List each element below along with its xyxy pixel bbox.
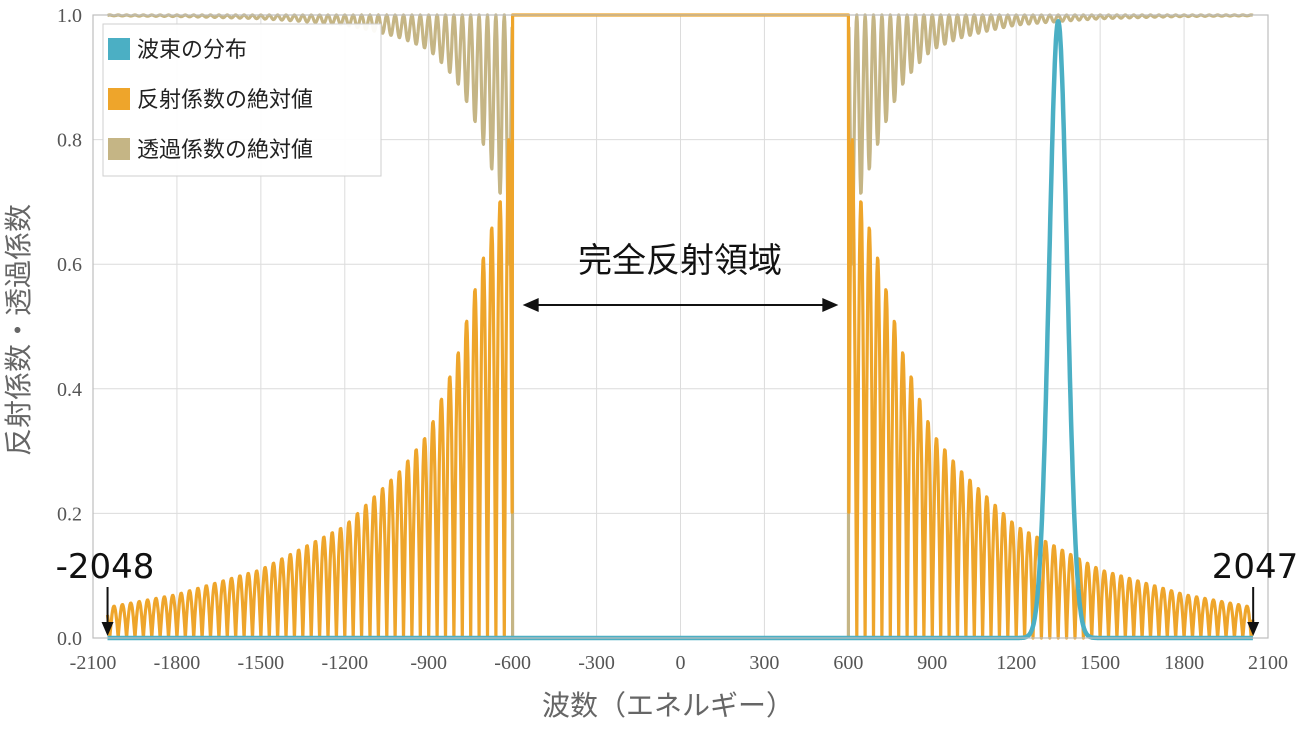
y-axis-title: 反射係数・透過係数 — [2, 204, 35, 456]
x-tick-label: -300 — [578, 652, 615, 674]
annotation-right-arrowhead — [1247, 622, 1260, 636]
total-reflection-label: 完全反射領域 — [578, 241, 782, 281]
y-axis-ticks: 0.0 0.2 0.4 0.6 0.8 1.0 — [57, 5, 82, 650]
x-tick-label: 1500 — [1080, 652, 1120, 674]
legend-box — [102, 23, 382, 177]
x-tick-label: 1200 — [996, 652, 1036, 674]
x-tick-label: -1200 — [321, 652, 368, 674]
legend: 波束の分布 反射係数の絶対値 透過係数の絶対値 — [102, 23, 382, 177]
legend-swatch-transmission — [108, 138, 130, 160]
y-tick-label: 0.4 — [57, 379, 82, 401]
x-tick-label: 900 — [917, 652, 947, 674]
x-tick-label: -1800 — [154, 652, 201, 674]
y-tick-label: 0.2 — [57, 503, 82, 525]
x-axis-ticks: -2100 -1800 -1500 -1200 -900 -600 -300 0 300 600 9… — [70, 652, 1288, 674]
x-tick-label: 2100 — [1248, 652, 1288, 674]
x-tick-label: -2100 — [70, 652, 117, 674]
legend-label-reflection: 反射係数の絶対値 — [137, 88, 313, 113]
x-tick-label: 1800 — [1164, 652, 1204, 674]
total-reflection-arrowhead-left — [522, 298, 539, 312]
annotation-left-limit: -2048 — [56, 547, 155, 587]
total-reflection-arrowhead-right — [822, 298, 839, 312]
legend-swatch-wavepacket — [108, 38, 130, 60]
x-tick-label: 0 — [676, 652, 686, 674]
x-tick-label: -600 — [494, 652, 531, 674]
x-axis-title: 波数（エネルギー） — [542, 689, 794, 722]
y-tick-label: 0.8 — [57, 130, 82, 152]
annotations: -2048 2047 完全反射領域 — [56, 241, 1299, 636]
y-tick-label: 0.0 — [57, 628, 82, 650]
x-tick-label: 300 — [749, 652, 779, 674]
legend-label-wavepacket: 波束の分布 — [137, 38, 247, 63]
annotation-right-limit: 2047 — [1212, 547, 1299, 587]
x-tick-label: -1500 — [238, 652, 285, 674]
plot-frame — [92, 14, 1269, 639]
y-tick-label: 0.6 — [57, 254, 82, 276]
legend-label-transmission: 透過係数の絶対値 — [137, 138, 313, 163]
x-tick-label: 600 — [833, 652, 863, 674]
x-tick-label: -900 — [410, 652, 447, 674]
y-tick-label: 1.0 — [57, 5, 82, 27]
legend-swatch-reflection — [108, 88, 130, 110]
annotation-left-arrowhead — [101, 622, 114, 636]
